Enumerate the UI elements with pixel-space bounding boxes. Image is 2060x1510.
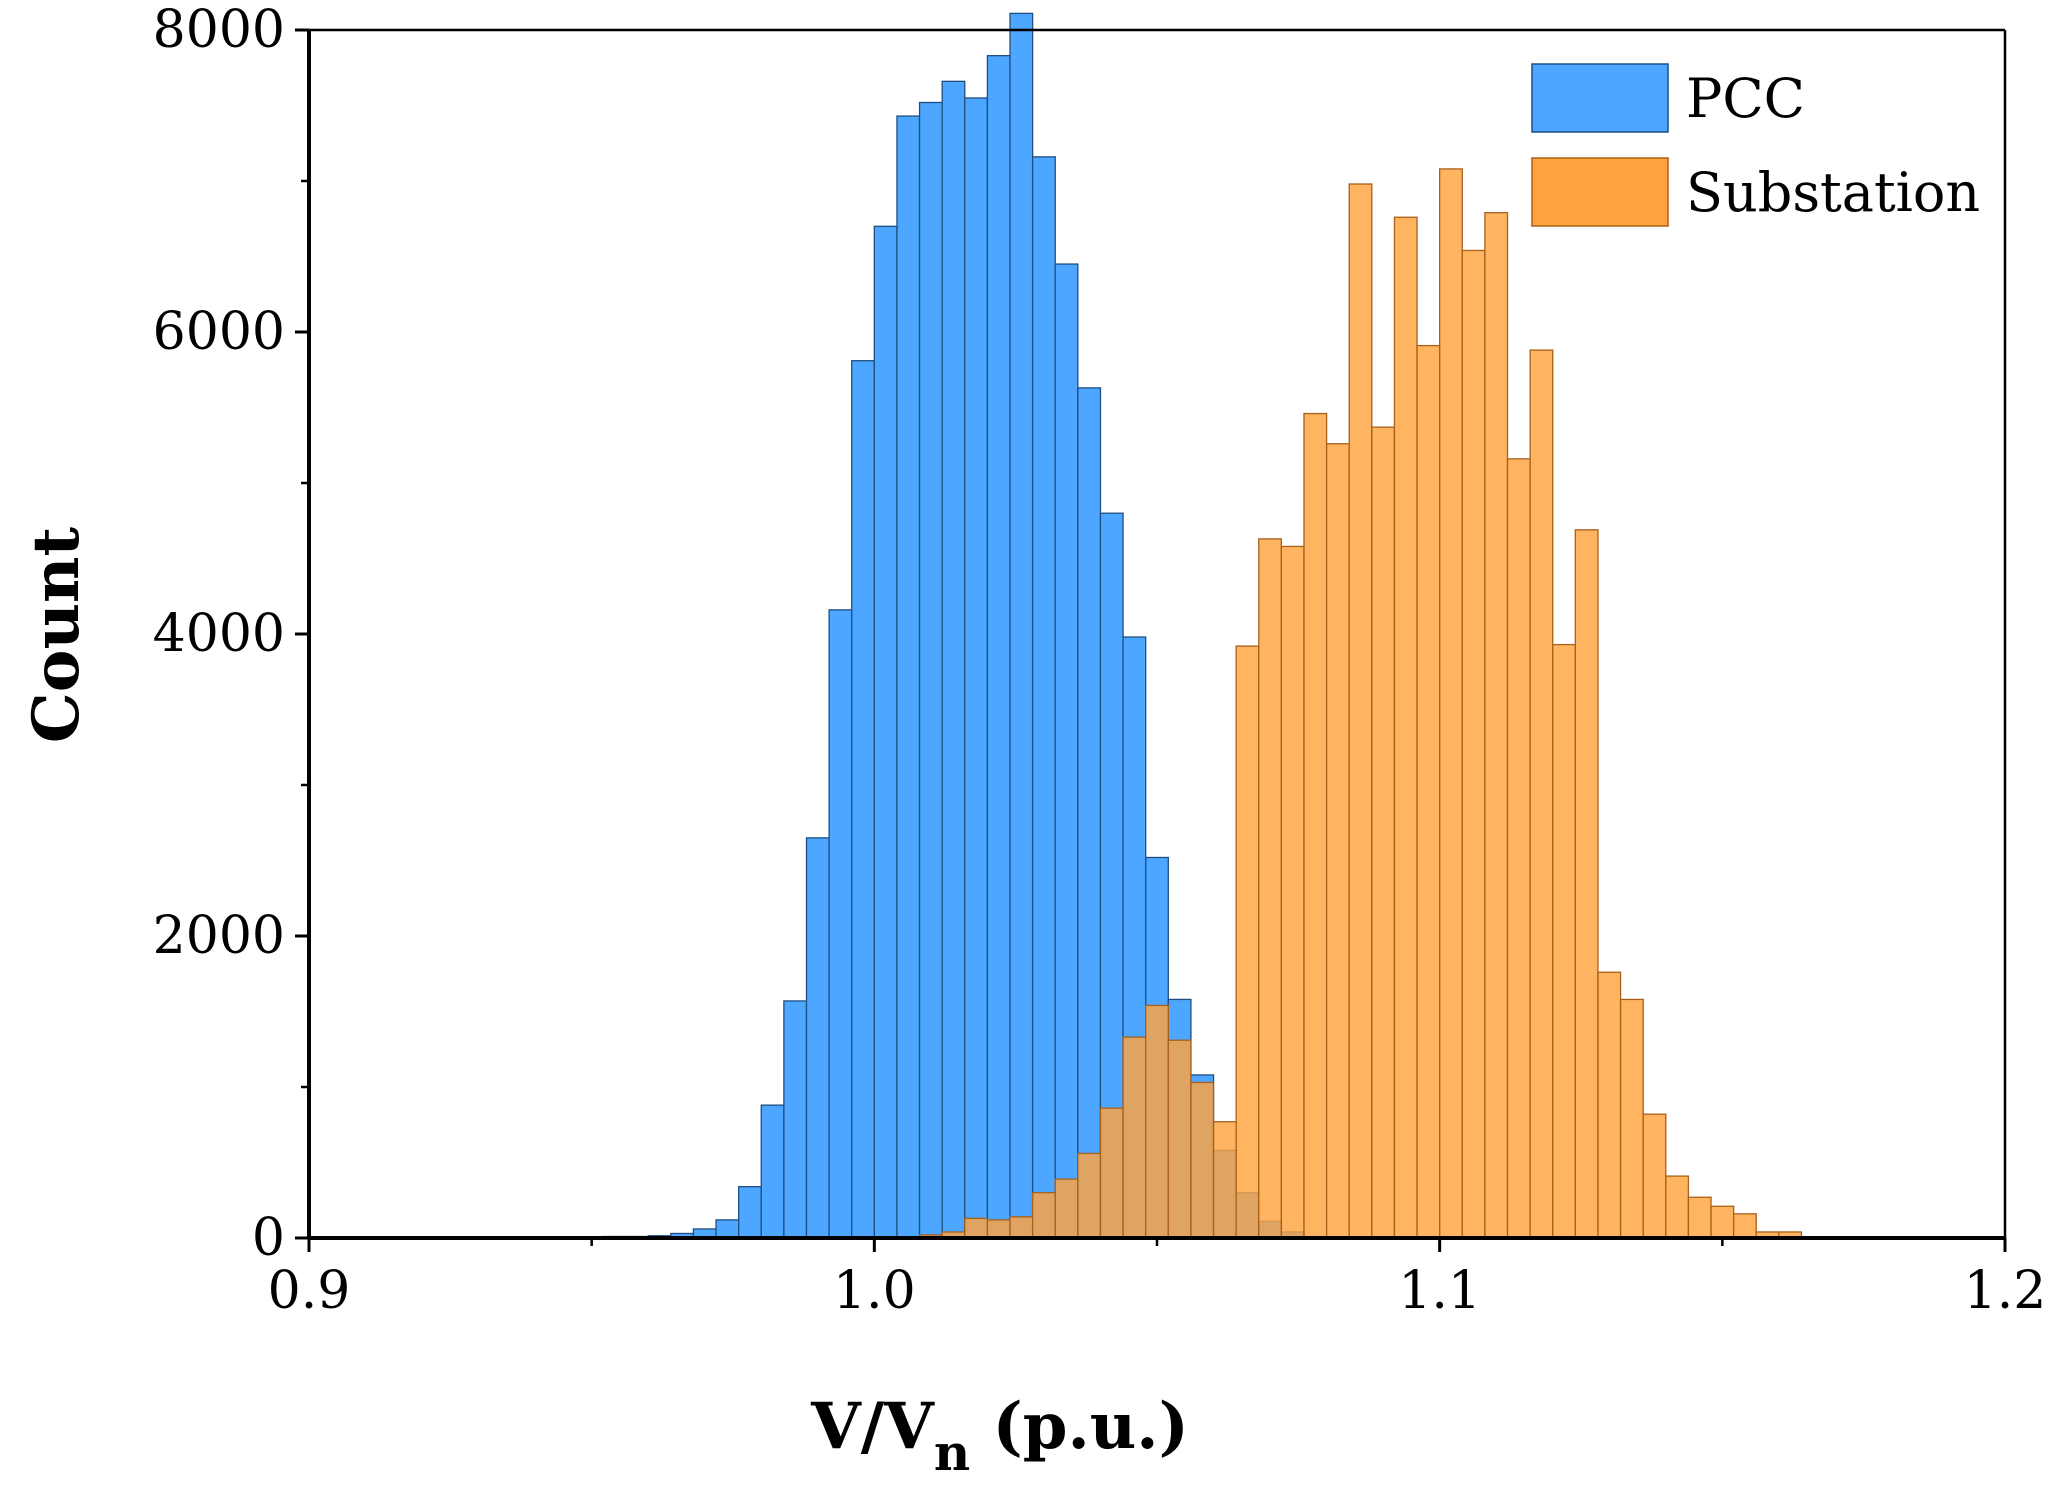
pcc-bar bbox=[873, 225, 898, 1239]
x-tick-label: 0.9 bbox=[268, 1261, 351, 1321]
substation-bar bbox=[1484, 212, 1509, 1239]
substation-bar bbox=[1619, 998, 1644, 1239]
substation-bar bbox=[1665, 1175, 1690, 1239]
substation-bar bbox=[964, 1217, 989, 1239]
substation-bar bbox=[1732, 1213, 1757, 1239]
x-axis-title: V/Vn (p.u.) bbox=[810, 1389, 1189, 1482]
substation-bar bbox=[1371, 426, 1396, 1239]
substation-bar bbox=[1416, 344, 1441, 1239]
substation-bar bbox=[1122, 1036, 1147, 1239]
pcc-bar bbox=[715, 1219, 740, 1239]
substation-bar bbox=[1099, 1107, 1124, 1239]
y-tick-label: 2000 bbox=[153, 906, 285, 966]
substation-bar bbox=[1077, 1152, 1102, 1239]
legend-label-substation: Substation bbox=[1686, 161, 1980, 224]
substation-bar bbox=[1031, 1192, 1056, 1239]
pcc-bar bbox=[805, 837, 830, 1239]
y-tick-label: 8000 bbox=[153, 0, 285, 60]
legend-swatch-pcc bbox=[1531, 63, 1669, 133]
legend: PCC Substation bbox=[1531, 63, 1980, 227]
substation-bar bbox=[986, 1219, 1011, 1239]
pcc-bar bbox=[941, 80, 966, 1239]
y-tick-label: 4000 bbox=[153, 604, 285, 664]
substation-bar bbox=[1461, 249, 1486, 1239]
x-tick-label: 1.0 bbox=[833, 1261, 916, 1321]
x-axis-title-subscript: n bbox=[934, 1423, 970, 1482]
substation-bar bbox=[1439, 168, 1463, 1239]
substation-bar bbox=[1258, 538, 1283, 1239]
substation-bar bbox=[1145, 1004, 1169, 1239]
substation-bar bbox=[1303, 412, 1328, 1239]
substation-bar bbox=[1348, 183, 1373, 1239]
substation-bar bbox=[1167, 1039, 1192, 1239]
x-tick-label: 1.1 bbox=[1398, 1261, 1481, 1321]
substation-bar bbox=[1325, 443, 1350, 1239]
y-tick-label: 6000 bbox=[153, 302, 285, 362]
pcc-bar bbox=[851, 360, 875, 1239]
substation-bar bbox=[1506, 458, 1531, 1239]
substation-bar bbox=[1552, 643, 1576, 1239]
pcc-bars bbox=[602, 12, 1328, 1239]
pcc-bar bbox=[783, 1000, 808, 1239]
pcc-bar bbox=[828, 609, 853, 1239]
substation-bar bbox=[1009, 1216, 1034, 1239]
substation-bar bbox=[1710, 1205, 1735, 1239]
pcc-bar bbox=[1054, 263, 1079, 1239]
x-axis-title-suffix: (p.u.) bbox=[970, 1389, 1189, 1464]
x-axis-title-main: V/V bbox=[810, 1389, 935, 1464]
substation-bar bbox=[1190, 1081, 1215, 1239]
x-tick-label: 1.2 bbox=[1964, 1261, 2047, 1321]
pcc-bar bbox=[1031, 156, 1056, 1239]
pcc-bar bbox=[918, 101, 943, 1239]
pcc-bar bbox=[738, 1186, 762, 1239]
substation-bar bbox=[1054, 1178, 1079, 1239]
legend-label-pcc: PCC bbox=[1686, 67, 1805, 130]
substation-bar bbox=[1235, 645, 1260, 1239]
pcc-bar bbox=[896, 115, 921, 1239]
substation-bar bbox=[1280, 545, 1305, 1239]
pcc-bar bbox=[964, 97, 989, 1239]
pcc-bar bbox=[986, 55, 1011, 1239]
substation-bar bbox=[1212, 1121, 1237, 1239]
substation-bar bbox=[1642, 1113, 1667, 1239]
pcc-bar bbox=[1077, 387, 1102, 1239]
y-tick-label: 0 bbox=[252, 1208, 285, 1268]
substation-bar bbox=[1687, 1196, 1712, 1239]
y-axis-title: Count bbox=[19, 526, 94, 743]
ticks: 0 2000 4000 6000 8000 0.9 1.0 1.1 1.2 bbox=[153, 0, 2047, 1321]
substation-bar bbox=[1393, 216, 1418, 1239]
pcc-bar bbox=[760, 1104, 785, 1239]
substation-bar bbox=[1597, 971, 1622, 1239]
substation-bar bbox=[1529, 349, 1554, 1239]
legend-swatch-substation bbox=[1531, 157, 1669, 227]
pcc-bar bbox=[1009, 12, 1034, 1239]
substation-bar bbox=[1574, 529, 1599, 1239]
